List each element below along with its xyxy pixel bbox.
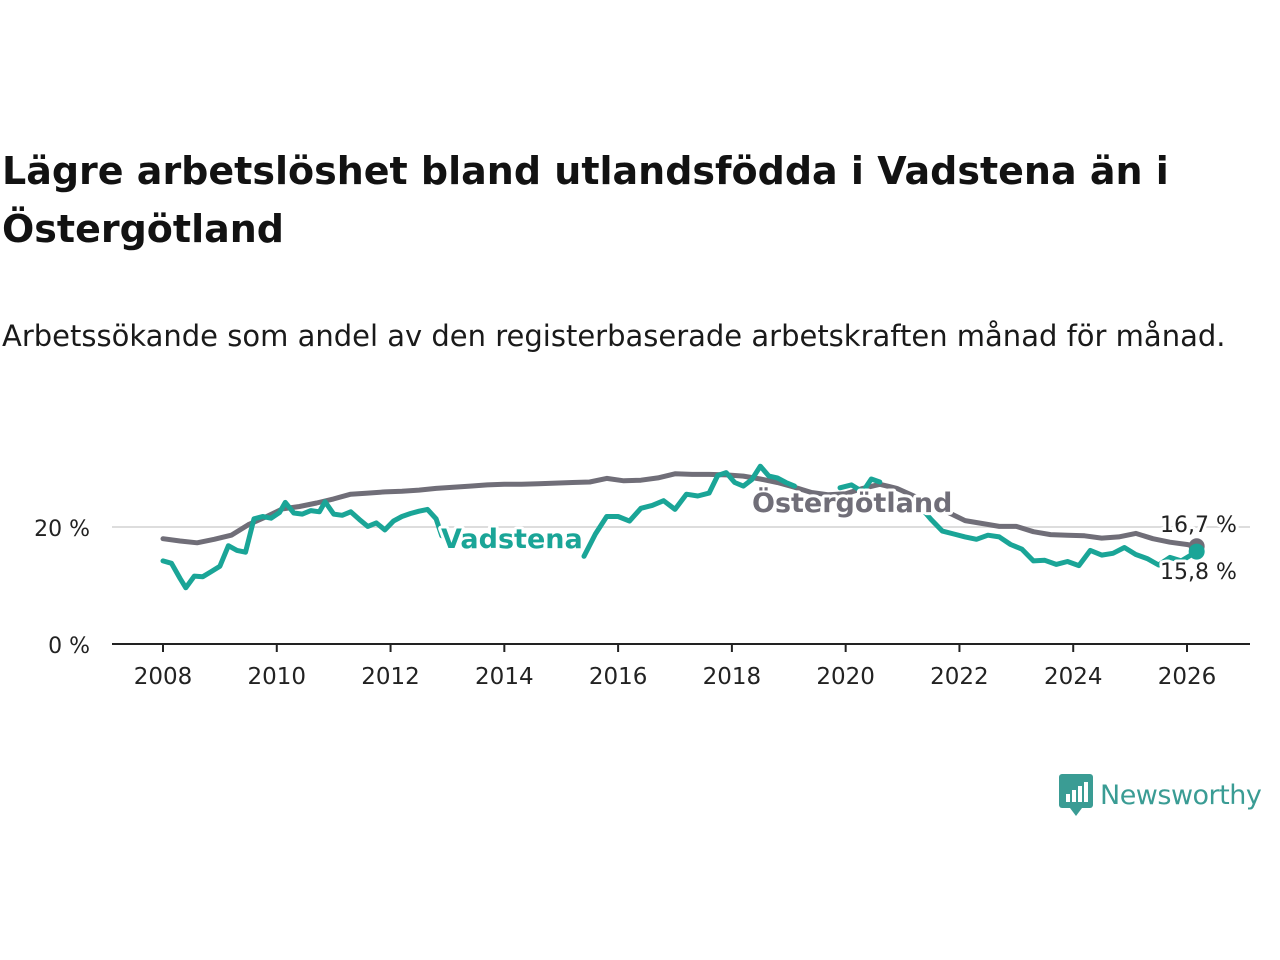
- y-tick-label: 20 %: [34, 517, 90, 542]
- series-label-ostergotland-halo: Östergötland: [752, 486, 952, 519]
- series-line-vadstena-2: [547, 535, 576, 545]
- chart-title: Lägre arbetslöshet bland utlandsfödda i …: [2, 149, 1169, 251]
- axis-layer: 0 % 20 % 2008 2010 2012 2014 2016 2018 2020 2022 2…: [34, 517, 1250, 690]
- series-line-vadstena-3: [581, 463, 797, 559]
- series-label-vadstena: Vadstena: [441, 524, 583, 555]
- series-line-vadstena-4: [837, 476, 883, 495]
- series-label-ostergotland: Östergötland: [752, 486, 952, 519]
- x-tick-label: 2014: [475, 664, 534, 690]
- x-tick-label: 2024: [1044, 664, 1103, 690]
- x-tick-label: 2008: [134, 664, 193, 690]
- x-tick-label: 2010: [248, 664, 307, 690]
- x-tick-label: 2022: [930, 664, 989, 690]
- series-line-vadstena-5: [917, 503, 1200, 569]
- x-tick-label: 2018: [703, 664, 762, 690]
- end-label-ostergotland: 16,7 %: [1160, 513, 1237, 538]
- newsworthy-logo-icon: [1059, 774, 1093, 816]
- line-layer: [160, 463, 1205, 591]
- brand-name: Newsworthy: [1100, 779, 1262, 811]
- x-tick-label: 2026: [1158, 664, 1217, 690]
- series-line-ostergotland: [160, 471, 1200, 549]
- x-tick-label: 2020: [816, 664, 875, 690]
- x-tick-label: 2016: [589, 664, 648, 690]
- newsworthy-logo: Newsworthy: [1058, 772, 1262, 818]
- end-label-vadstena: 15,8 %: [1160, 560, 1237, 585]
- end-marker-vadstena: [1188, 543, 1205, 560]
- series-line-vadstena-1: [160, 499, 445, 591]
- y-tick-label: 0 %: [48, 634, 90, 659]
- end-label-ostergotland-halo: 16,7 %: [1160, 513, 1237, 538]
- label-layer: ÖstergötlandÖstergötlandVadstenaVadstena…: [438, 483, 1240, 588]
- end-label-vadstena-halo: 15,8 %: [1160, 560, 1237, 585]
- chart-subtitle: Arbetssökande som andel av den registerb…: [2, 319, 1226, 353]
- series-label-vadstena-halo: Vadstena: [441, 524, 583, 555]
- x-tick-label: 2012: [361, 664, 420, 690]
